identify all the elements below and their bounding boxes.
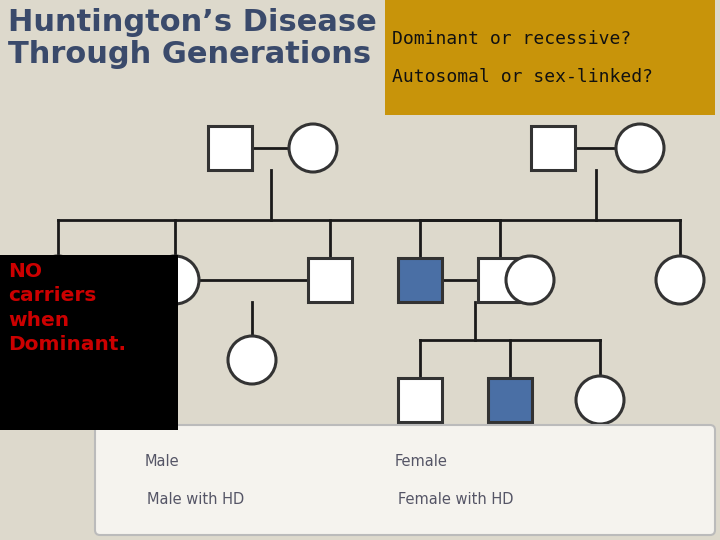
Bar	[308, 258, 352, 302]
Text: Autosomal or sex-linked?: Autosomal or sex-linked?	[392, 68, 653, 86]
Ellipse shape	[354, 446, 386, 478]
Ellipse shape	[352, 482, 388, 518]
FancyBboxPatch shape	[385, 0, 715, 115]
Bar	[488, 378, 532, 422]
Bar	[108, 448, 136, 476]
Ellipse shape	[228, 336, 276, 384]
Text: Male with HD: Male with HD	[147, 492, 244, 508]
Ellipse shape	[576, 376, 624, 424]
Text: Female: Female	[395, 455, 448, 469]
Bar	[106, 484, 138, 516]
Bar	[531, 126, 575, 170]
Bar	[208, 126, 252, 170]
Ellipse shape	[656, 256, 704, 304]
Text: Male: Male	[145, 455, 179, 469]
Ellipse shape	[616, 124, 664, 172]
Bar	[398, 258, 442, 302]
Ellipse shape	[506, 256, 554, 304]
Bar	[398, 378, 442, 422]
Bar	[0, 255, 178, 430]
Text: Female with HD: Female with HD	[398, 492, 513, 508]
Ellipse shape	[289, 124, 337, 172]
Ellipse shape	[151, 256, 199, 304]
Text: Dominant or recessive?: Dominant or recessive?	[392, 30, 631, 48]
Bar	[478, 258, 522, 302]
Text: NO
carriers
when
Dominant.: NO carriers when Dominant.	[8, 262, 126, 354]
FancyBboxPatch shape	[95, 425, 715, 535]
Text: Huntington’s Disease
Through Generations: Huntington’s Disease Through Generations	[8, 8, 377, 70]
Ellipse shape	[34, 256, 82, 304]
